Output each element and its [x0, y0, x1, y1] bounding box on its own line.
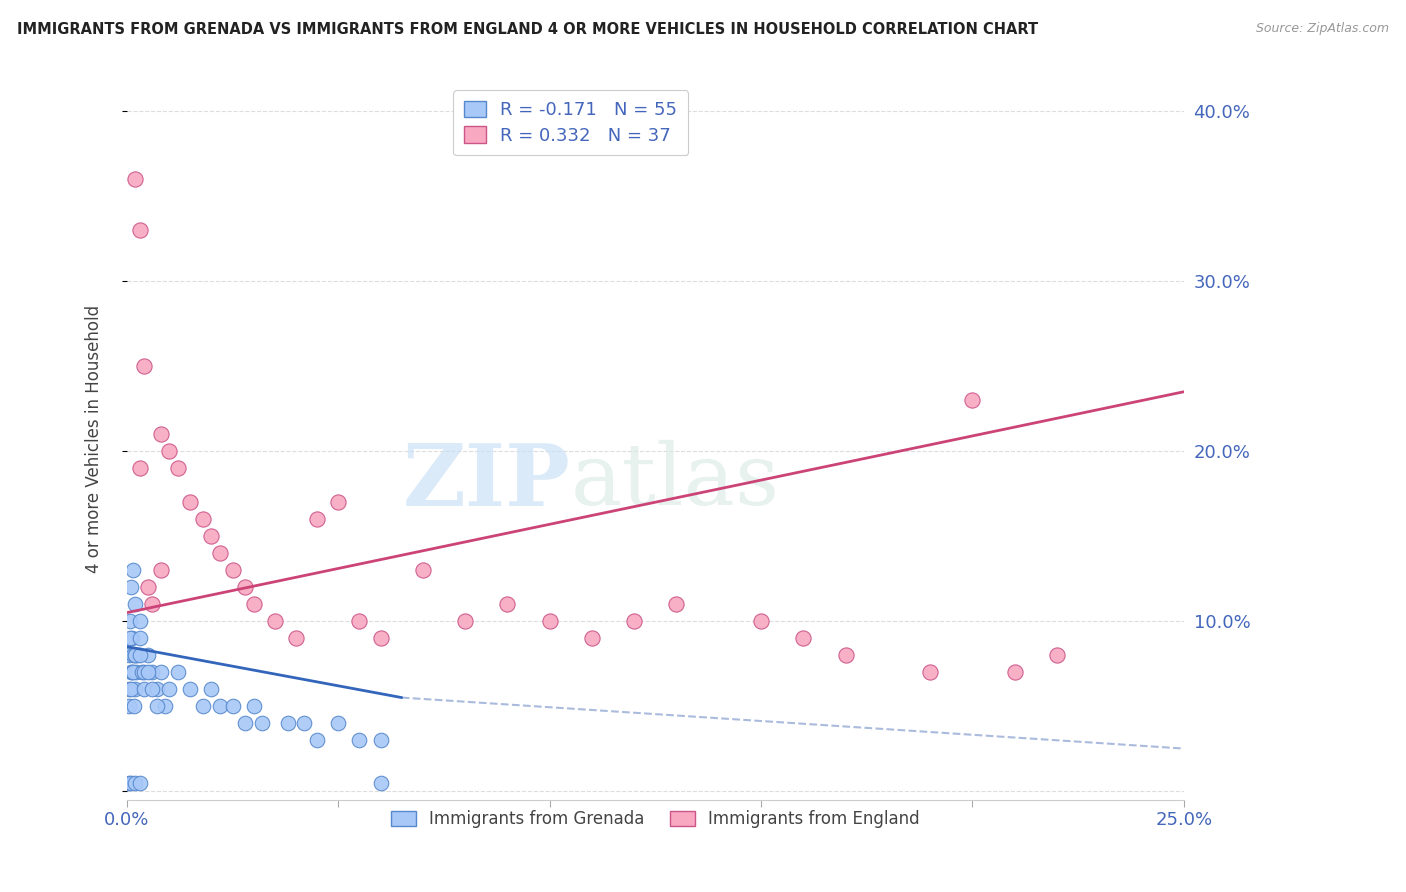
Point [307, 512, 329, 526]
Point [920, 665, 942, 679]
Point [328, 716, 350, 731]
Point [149, 563, 172, 577]
Text: Source: ZipAtlas.com: Source: ZipAtlas.com [1256, 22, 1389, 36]
Point [120, 665, 142, 679]
Point [200, 682, 222, 697]
Point [962, 393, 984, 408]
Point [328, 495, 350, 509]
Point [1046, 648, 1069, 662]
Point [179, 495, 201, 509]
Point [120, 631, 142, 645]
Point [285, 631, 308, 645]
Point [128, 775, 150, 789]
Point [122, 648, 145, 662]
Point [131, 665, 153, 679]
Point [136, 580, 159, 594]
Point [277, 716, 299, 731]
Point [122, 563, 145, 577]
Point [191, 699, 214, 714]
Point [124, 172, 146, 186]
Point [136, 648, 159, 662]
Point [118, 699, 141, 714]
Point [166, 461, 188, 475]
Point [191, 512, 214, 526]
Point [124, 682, 146, 697]
Point [294, 716, 316, 731]
Point [221, 563, 243, 577]
Point [120, 682, 142, 697]
Point [233, 580, 256, 594]
Point [221, 699, 243, 714]
Point [200, 529, 222, 543]
Point [179, 682, 201, 697]
Point [128, 223, 150, 237]
Point [242, 597, 264, 611]
Point [307, 733, 329, 747]
Point [834, 648, 856, 662]
Point [242, 699, 264, 714]
Point [581, 631, 603, 645]
Point [132, 682, 155, 697]
Point [454, 614, 477, 628]
Point [125, 665, 148, 679]
Point [208, 699, 231, 714]
Text: atlas: atlas [571, 441, 780, 524]
Point [349, 733, 371, 747]
Point [157, 682, 180, 697]
Text: IMMIGRANTS FROM GRENADA VS IMMIGRANTS FROM ENGLAND 4 OR MORE VEHICLES IN HOUSEHO: IMMIGRANTS FROM GRENADA VS IMMIGRANTS FR… [17, 22, 1038, 37]
Point [412, 563, 434, 577]
Point [120, 775, 142, 789]
Point [250, 716, 273, 731]
Point [792, 631, 814, 645]
Point [118, 682, 141, 697]
Point [145, 682, 167, 697]
Point [132, 359, 155, 374]
Point [124, 648, 146, 662]
Point [749, 614, 772, 628]
Point [233, 716, 256, 731]
Point [120, 580, 142, 594]
Point [128, 614, 150, 628]
Point [128, 648, 150, 662]
Point [141, 682, 163, 697]
Point [132, 665, 155, 679]
Point [149, 427, 172, 442]
Point [141, 665, 163, 679]
Point [623, 614, 645, 628]
Text: ZIP: ZIP [404, 440, 571, 524]
Point [1004, 665, 1026, 679]
Point [124, 648, 146, 662]
Point [665, 597, 688, 611]
Point [121, 665, 143, 679]
Point [370, 775, 392, 789]
Point [124, 597, 146, 611]
Point [124, 775, 146, 789]
Y-axis label: 4 or more Vehicles in Household: 4 or more Vehicles in Household [86, 304, 103, 573]
Point [538, 614, 561, 628]
Point [153, 699, 176, 714]
Point [157, 444, 180, 458]
Point [264, 614, 287, 628]
Point [370, 631, 392, 645]
Point [121, 631, 143, 645]
Point [349, 614, 371, 628]
Point [121, 665, 143, 679]
Point [128, 631, 150, 645]
Point [118, 775, 141, 789]
Point [145, 699, 167, 714]
Point [208, 546, 231, 560]
Point [120, 614, 142, 628]
Point [122, 699, 145, 714]
Point [127, 648, 149, 662]
Point [128, 461, 150, 475]
Point [118, 648, 141, 662]
Point [149, 665, 172, 679]
Point [496, 597, 519, 611]
Point [370, 733, 392, 747]
Point [141, 597, 163, 611]
Legend: Immigrants from Grenada, Immigrants from England: Immigrants from Grenada, Immigrants from… [384, 803, 927, 835]
Point [136, 665, 159, 679]
Point [166, 665, 188, 679]
